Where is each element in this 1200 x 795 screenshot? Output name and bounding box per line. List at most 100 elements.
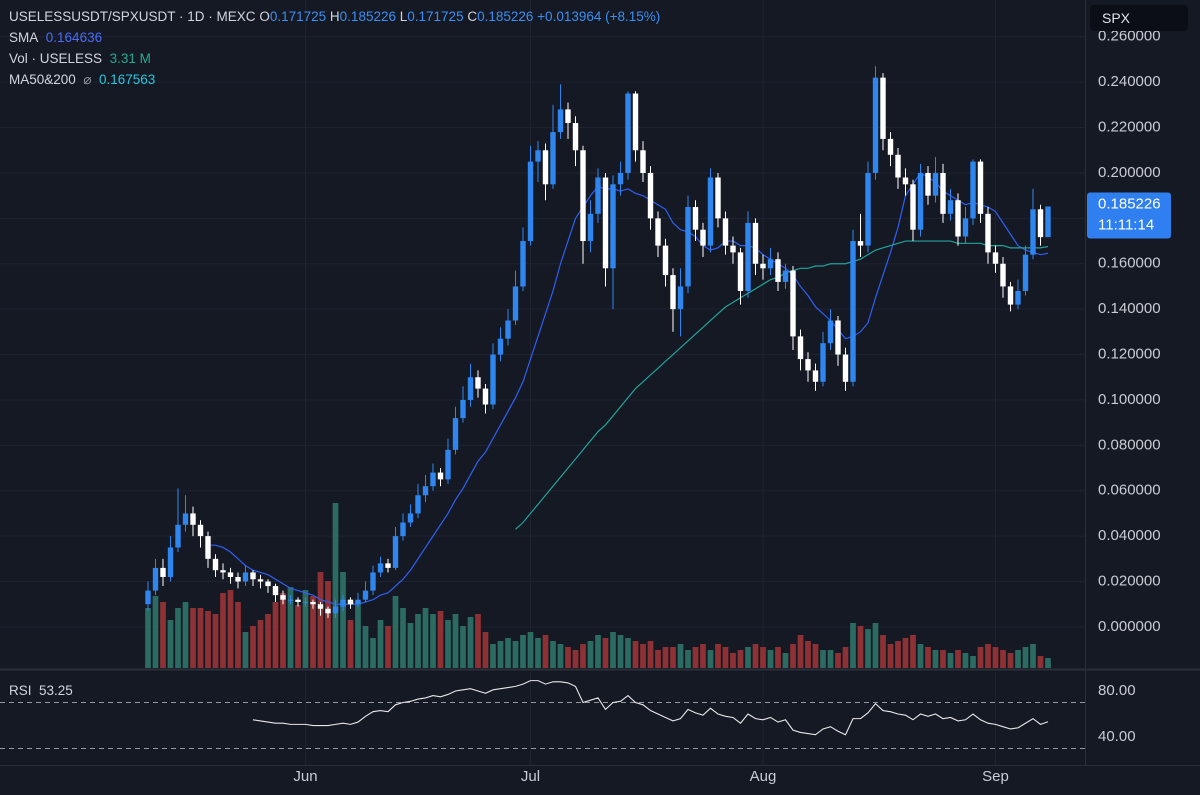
volume-bar [527, 632, 534, 668]
volume-bar [535, 638, 541, 668]
candle-body [370, 572, 376, 591]
volume-bar [370, 638, 376, 668]
volume-bar [932, 650, 939, 668]
candle-body [880, 77, 886, 139]
volume-bar [790, 644, 796, 668]
volume-bar [400, 608, 406, 668]
candle-body [1045, 206, 1051, 238]
candle-body [550, 132, 556, 185]
candle-body [400, 522, 406, 537]
candle-body [565, 109, 571, 124]
candle-body [662, 245, 669, 276]
candle-body [437, 472, 444, 480]
volume-bar [910, 635, 916, 668]
volume-bar [640, 644, 646, 668]
candle-body [790, 270, 796, 337]
volume-bar [700, 644, 706, 668]
volume-bar [835, 653, 841, 668]
candle-body [302, 601, 309, 603]
candle-body [587, 213, 594, 242]
change: +0.013964 (+8.15%) [537, 9, 661, 24]
volume-bar [632, 641, 639, 668]
volume-bar [437, 611, 444, 668]
volume-bar [865, 629, 871, 668]
volume-bar [1000, 650, 1006, 668]
volume-bar [670, 647, 676, 668]
volume-bar [220, 593, 226, 668]
candle-body [707, 177, 714, 246]
candle-body [692, 207, 699, 230]
candle-body [460, 399, 466, 419]
candle-body [325, 608, 331, 614]
volume-bar [992, 647, 999, 668]
candle-body [272, 586, 279, 596]
volume-bar [647, 641, 654, 668]
candle-body [377, 563, 384, 573]
candle-body [475, 377, 481, 389]
candle-body [625, 93, 631, 173]
volume-bar [422, 608, 429, 668]
volume-bar [197, 608, 204, 668]
legend-ma: MA50&200 ⌀ 0.167563 [9, 72, 155, 88]
candle-body [1007, 286, 1014, 305]
volume-bar [377, 620, 384, 668]
volume-bar [887, 644, 894, 668]
candle-body [865, 172, 871, 246]
y-tick-label: 0.200000 [1098, 164, 1161, 181]
y-tick-label: 0.220000 [1098, 119, 1161, 136]
candle-body [385, 563, 391, 568]
symbol-button[interactable]: SPX [1090, 5, 1188, 31]
y-tick-label: 0.140000 [1098, 300, 1161, 317]
volume-bar [572, 650, 579, 668]
candle-body [580, 150, 586, 242]
volume-bar [557, 644, 564, 668]
volume-bar [617, 635, 624, 668]
candle-body [205, 536, 211, 559]
x-tick-label: Aug [750, 768, 777, 785]
volume-bar [580, 644, 586, 668]
candle-body [535, 150, 541, 162]
candle-body [872, 77, 879, 173]
candle-body [835, 320, 841, 355]
candle-body [490, 354, 496, 405]
candle-body [857, 241, 864, 246]
volume-bar [145, 608, 151, 668]
x-tick-label: Jun [293, 768, 317, 785]
volume-bar [332, 503, 339, 668]
candle-body [925, 172, 931, 196]
y-tick-label: 0.040000 [1098, 527, 1161, 544]
volume-bar [685, 650, 691, 668]
volume-bar [430, 614, 436, 668]
candle-body [415, 495, 421, 514]
candle-body [655, 218, 661, 246]
volume-bar [445, 620, 451, 668]
legend-sma: SMA 0.164636 [9, 30, 102, 45]
candle-body [977, 161, 984, 214]
candle-body [955, 200, 961, 237]
legend-name: SMA [9, 30, 39, 45]
volume-bar [692, 647, 699, 668]
candle-body [842, 354, 849, 382]
volume-bar [205, 611, 211, 668]
candle-body [767, 259, 774, 269]
candle-body [497, 338, 504, 355]
volume-bar [850, 623, 856, 668]
candle-body [992, 252, 999, 264]
ohlc-label: C [467, 9, 478, 24]
candle-body [392, 536, 399, 568]
volume-bar [805, 641, 811, 668]
symbol-title: USELESSUSDT/SPXUSDT · 1D · MEXC [9, 9, 256, 24]
ohlc-label: O [259, 9, 270, 24]
candle-body [1022, 254, 1029, 291]
volume-bar [190, 608, 196, 668]
volume-bar [565, 647, 571, 668]
candle-body [242, 572, 249, 582]
y-tick-label: 80.00 [1098, 682, 1136, 699]
volume-bar [482, 632, 489, 668]
volume-bar [362, 626, 369, 668]
volume-bar [655, 650, 661, 668]
volume-bar [280, 593, 286, 668]
candle-body [190, 513, 196, 525]
